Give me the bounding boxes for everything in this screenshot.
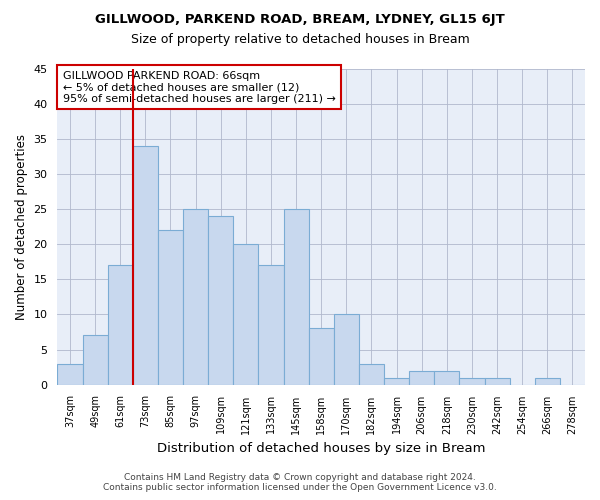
Y-axis label: Number of detached properties: Number of detached properties xyxy=(15,134,28,320)
Bar xyxy=(485,378,509,384)
Text: GILLWOOD PARKEND ROAD: 66sqm
← 5% of detached houses are smaller (12)
95% of sem: GILLWOOD PARKEND ROAD: 66sqm ← 5% of det… xyxy=(62,70,335,104)
Bar xyxy=(233,244,259,384)
X-axis label: Distribution of detached houses by size in Bream: Distribution of detached houses by size … xyxy=(157,442,485,455)
Bar xyxy=(359,364,384,384)
Text: GILLWOOD, PARKEND ROAD, BREAM, LYDNEY, GL15 6JT: GILLWOOD, PARKEND ROAD, BREAM, LYDNEY, G… xyxy=(95,12,505,26)
Bar xyxy=(434,370,460,384)
Bar xyxy=(259,266,284,384)
Bar xyxy=(409,370,434,384)
Bar xyxy=(107,266,133,384)
Bar xyxy=(208,216,233,384)
Bar xyxy=(460,378,485,384)
Bar xyxy=(384,378,409,384)
Bar xyxy=(535,378,560,384)
Text: Size of property relative to detached houses in Bream: Size of property relative to detached ho… xyxy=(131,32,469,46)
Bar xyxy=(58,364,83,384)
Bar xyxy=(308,328,334,384)
Bar xyxy=(83,336,107,384)
Text: Contains HM Land Registry data © Crown copyright and database right 2024.
Contai: Contains HM Land Registry data © Crown c… xyxy=(103,473,497,492)
Bar xyxy=(158,230,183,384)
Bar xyxy=(334,314,359,384)
Bar xyxy=(284,210,308,384)
Bar xyxy=(183,210,208,384)
Bar xyxy=(133,146,158,384)
